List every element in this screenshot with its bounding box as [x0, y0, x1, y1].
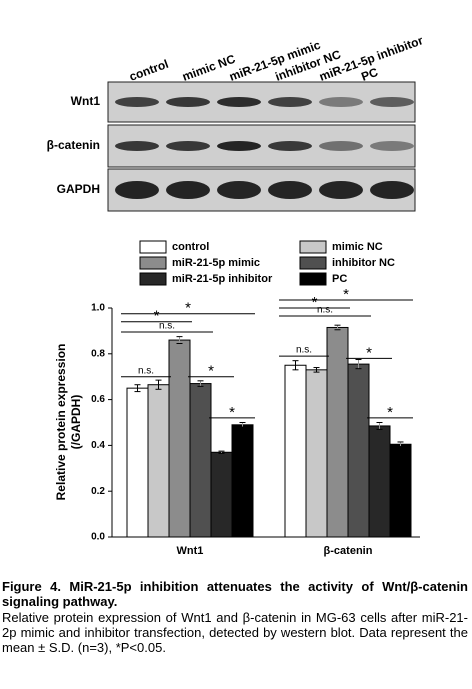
lane-label: mimic NC [180, 52, 237, 84]
blot-panel [107, 168, 416, 212]
bar [389, 443, 412, 538]
legend-swatch [139, 272, 167, 286]
band [268, 181, 312, 199]
bar [326, 326, 349, 538]
figure: control mimic NC miR-21-5p mimic inhibitor … [47, 33, 426, 557]
band [115, 97, 159, 107]
band [217, 97, 261, 107]
significance-label: n.s. [159, 321, 175, 332]
significance-label: n.s. [296, 345, 312, 356]
bar [368, 425, 391, 538]
legend-swatch [139, 256, 167, 270]
band [115, 181, 159, 199]
x-tick-label: β-catenin [324, 545, 373, 557]
significance-label: * [185, 300, 191, 317]
x-tick-label: Wnt1 [177, 545, 204, 557]
bar [347, 363, 370, 538]
bar [210, 451, 233, 538]
bar [147, 384, 170, 538]
bar [189, 383, 212, 538]
band [268, 141, 312, 151]
significance-label: * [387, 404, 393, 421]
significance-label: n.s. [138, 365, 154, 376]
significance-label: * [208, 363, 214, 380]
band [166, 97, 210, 107]
y-tick-label: 1.0 [91, 303, 105, 314]
legend-label: miR-21-5p mimic [172, 257, 260, 269]
lane-label: PC [359, 65, 380, 84]
bar [305, 369, 328, 538]
band [115, 141, 159, 151]
band [370, 97, 414, 107]
significance-label: * [312, 294, 318, 311]
legend-swatch [299, 256, 327, 270]
legend-label: PC [332, 273, 347, 285]
legend-label: mimic NC [332, 241, 383, 253]
caption-title: Figure 4. MiR-21-5p inhibition attenuate… [2, 579, 468, 609]
bar [284, 364, 307, 538]
legend-swatch [299, 240, 327, 254]
y-axis-label: Relative protein expression [54, 344, 68, 501]
band [268, 97, 312, 107]
significance-label: * [343, 286, 349, 303]
band [166, 141, 210, 151]
caption-body: Relative protein expression of Wnt1 and … [2, 610, 468, 655]
legend-label: miR-21-5p inhibitor [172, 273, 273, 285]
significance-label: n.s. [317, 305, 333, 316]
significance-label: * [154, 308, 160, 325]
band [370, 141, 414, 151]
bar [126, 387, 149, 538]
bar [168, 339, 191, 538]
y-tick-label: 0.4 [91, 440, 105, 451]
y-axis-label: (/GAPDH) [69, 395, 83, 450]
legend-label: control [172, 241, 209, 253]
band [166, 181, 210, 199]
y-tick-label: 0.0 [91, 532, 105, 543]
band [217, 181, 261, 199]
bar [231, 424, 254, 538]
y-tick-label: 0.6 [91, 394, 105, 405]
row-label: β-catenin [47, 138, 100, 152]
blot-panel [107, 81, 416, 123]
lane-label: control [127, 57, 170, 84]
blot-panel [107, 124, 416, 168]
y-tick-label: 0.8 [91, 348, 105, 359]
band [319, 141, 363, 151]
row-label: Wnt1 [71, 94, 101, 108]
significance-label: * [366, 344, 372, 361]
band [319, 97, 363, 107]
legend-label: inhibitor NC [332, 257, 395, 269]
legend-swatch [299, 272, 327, 286]
blot-image [107, 81, 416, 212]
legend-swatch [139, 240, 167, 254]
significance-label: * [229, 404, 235, 421]
y-tick-label: 0.2 [91, 486, 105, 497]
band [370, 181, 414, 199]
row-label: GAPDH [57, 182, 100, 196]
band [319, 181, 363, 199]
band [217, 141, 261, 151]
